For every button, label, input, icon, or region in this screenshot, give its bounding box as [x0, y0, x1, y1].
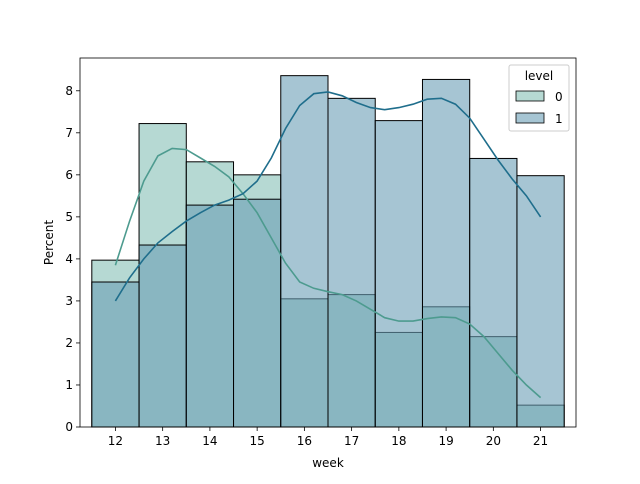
y-tick-label-3: 3 [65, 294, 73, 308]
bar-series-1-week-18 [374, 120, 423, 428]
series-1-bars [91, 75, 565, 428]
x-tick-label-13: 13 [155, 434, 170, 448]
bar-series-1-week-21 [516, 175, 565, 428]
x-tick-label-17: 17 [344, 434, 359, 448]
x-tick-label-15: 15 [250, 434, 265, 448]
bar-series-1-week-19 [421, 78, 471, 428]
x-axis-label: week [312, 456, 344, 470]
y-tick-label-4: 4 [65, 252, 73, 266]
kde-line-series-1 [114, 91, 542, 302]
bar-series-1-week-15 [233, 198, 282, 428]
legend-swatch-0 [515, 90, 545, 102]
x-tick-label-19: 19 [438, 434, 453, 448]
x-tick-label-18: 18 [391, 434, 406, 448]
legend-swatch-1 [515, 112, 545, 124]
x-tick-label-20: 20 [486, 434, 501, 448]
y-tick-label-8: 8 [65, 84, 73, 98]
x-tick-label-16: 16 [297, 434, 312, 448]
x-tick-label-12: 12 [108, 434, 123, 448]
y-tick-label-7: 7 [65, 126, 73, 140]
y-tick-label-0: 0 [65, 420, 73, 434]
bar-series-1-week-16 [280, 75, 329, 428]
legend-label-0: 0 [555, 90, 563, 104]
y-tick-label-2: 2 [65, 336, 73, 350]
plot-frame [79, 57, 577, 428]
kde-lines [114, 91, 542, 399]
legend-title: level [525, 69, 554, 83]
y-tick-label-6: 6 [65, 168, 73, 182]
bar-series-1-week-14 [185, 204, 235, 428]
x-tick-label-21: 21 [533, 434, 548, 448]
y-tick-label-1: 1 [65, 378, 73, 392]
legend: level 0 1 [508, 64, 570, 132]
x-axis: 12 13 14 15 16 17 18 19 20 21 [108, 427, 548, 448]
y-axis-label: Percent [42, 220, 56, 265]
bar-series-1-week-20 [469, 157, 518, 428]
legend-label-1: 1 [555, 112, 563, 126]
y-tick-label-5: 5 [65, 210, 73, 224]
x-tick-label-14: 14 [202, 434, 217, 448]
y-axis: 0 1 2 3 4 5 6 7 8 [65, 84, 80, 434]
bar-series-1-week-17 [327, 97, 376, 428]
bar-series-1-week-12 [91, 281, 140, 428]
kde-line-series-0 [114, 147, 542, 399]
bar-series-1-week-13 [138, 244, 187, 428]
